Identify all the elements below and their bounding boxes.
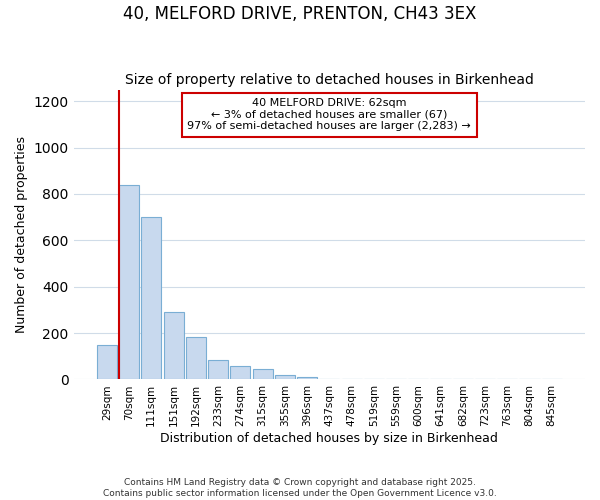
X-axis label: Distribution of detached houses by size in Birkenhead: Distribution of detached houses by size … (160, 432, 498, 445)
Text: 40, MELFORD DRIVE, PRENTON, CH43 3EX: 40, MELFORD DRIVE, PRENTON, CH43 3EX (124, 5, 476, 23)
Bar (230, 366, 250, 380)
Text: 40 MELFORD DRIVE: 62sqm
← 3% of detached houses are smaller (67)
97% of semi-det: 40 MELFORD DRIVE: 62sqm ← 3% of detached… (187, 98, 471, 132)
Bar (275, 376, 295, 380)
Bar (97, 344, 117, 380)
Y-axis label: Number of detached properties: Number of detached properties (15, 136, 28, 333)
Bar (297, 377, 317, 380)
Text: Contains HM Land Registry data © Crown copyright and database right 2025.
Contai: Contains HM Land Registry data © Crown c… (103, 478, 497, 498)
Bar (141, 217, 161, 380)
Title: Size of property relative to detached houses in Birkenhead: Size of property relative to detached ho… (125, 73, 534, 87)
Bar (186, 336, 206, 380)
Bar (253, 369, 272, 380)
Bar (208, 360, 228, 380)
Bar (119, 184, 139, 380)
Bar (164, 312, 184, 380)
